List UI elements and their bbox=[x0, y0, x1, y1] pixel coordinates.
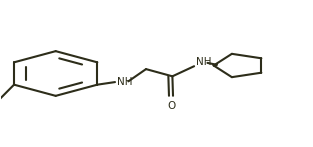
Text: O: O bbox=[167, 101, 176, 111]
Text: NH: NH bbox=[116, 77, 132, 87]
Text: NH: NH bbox=[196, 57, 211, 67]
